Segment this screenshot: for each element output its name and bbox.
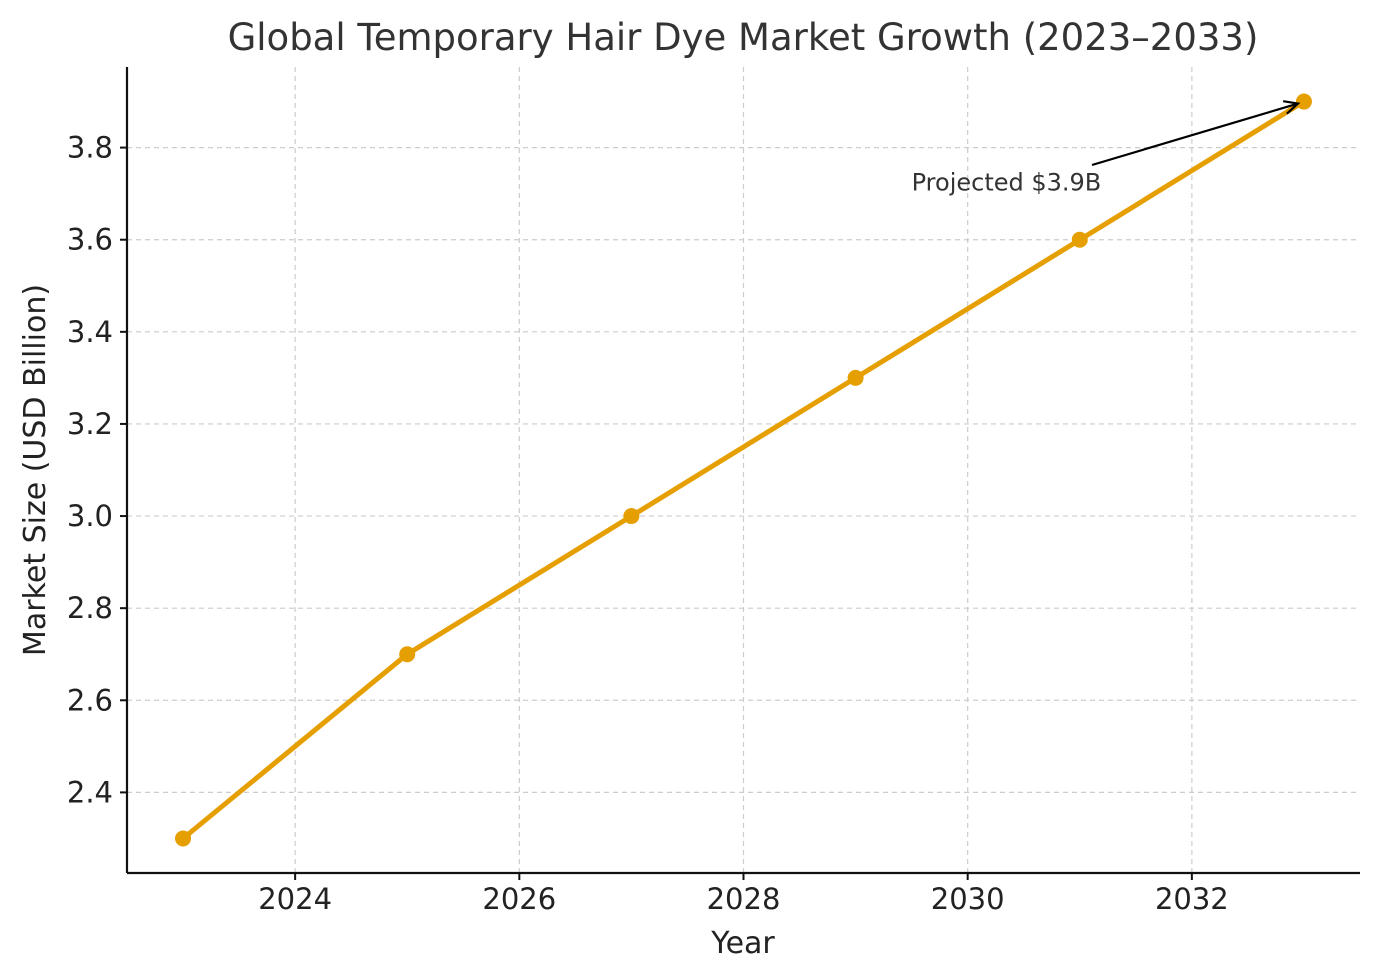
gridlines [127,67,1360,873]
y-tick-label: 2.6 [67,683,113,717]
data-point [399,646,416,663]
x-tick-label: 2032 [1155,882,1229,916]
series-line [180,99,1307,841]
data-point [1071,231,1088,248]
y-tick-label: 3.6 [67,223,113,257]
annotation-arrowhead [1282,100,1301,115]
y-tick-label: 2.8 [67,591,113,625]
x-tick-label: 2030 [931,882,1005,916]
chart-title: Global Temporary Hair Dye Market Growth … [228,16,1259,59]
annotation: Projected $3.9B [912,100,1301,197]
x-tick-label: 2026 [482,882,556,916]
y-tick-label: 3.8 [67,131,113,165]
y-tick-label: 3.2 [67,407,113,441]
annotation-arrow [1091,102,1299,167]
data-point [847,369,864,386]
data-point [175,830,192,847]
x-tick-label: 2028 [707,882,781,916]
data-point [623,508,640,525]
y-tick-label: 3.0 [67,499,113,533]
data-point [1295,93,1312,110]
y-tick-label: 3.4 [67,315,113,349]
y-tick-label: 2.4 [67,775,113,809]
x-axis-label: Year [710,926,775,961]
axes: 2024 2026 2028 2030 2032 2.4 2.6 2.8 3.0 3.2 3.4 3.… [67,67,1360,916]
y-axis-label: Market Size (USD Billion) [18,284,53,656]
x-tick-label: 2024 [258,882,332,916]
annotation-label: Projected $3.9B [912,169,1102,197]
series [175,93,1312,847]
